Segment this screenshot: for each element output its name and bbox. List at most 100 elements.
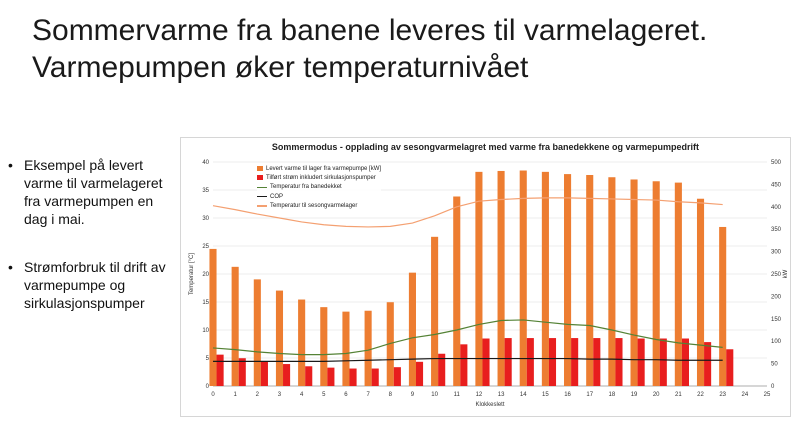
- series-line: [212, 319, 723, 356]
- slide-title-line-1: Sommervarme fra banene leveres til varme…: [32, 14, 708, 47]
- bar: [438, 353, 446, 386]
- bar: [637, 338, 645, 386]
- legend-swatch: [257, 186, 267, 188]
- bar: [275, 290, 284, 386]
- bar: [415, 361, 424, 386]
- bar: [586, 174, 594, 386]
- x-tick-label: 7: [366, 392, 370, 398]
- legend-item: Temperatur fra banedekket: [257, 183, 381, 192]
- bullet-text: Strømforbruk til drift av varmepumpe og …: [24, 259, 166, 311]
- bar: [482, 338, 490, 386]
- y-tick-label: 5: [206, 356, 210, 362]
- legend-swatch: [257, 175, 263, 181]
- bar: [652, 181, 660, 386]
- legend-label: Temperatur til sesongvarmelager: [270, 202, 358, 209]
- bar: [283, 364, 291, 386]
- x-tick-label: 21: [675, 392, 682, 398]
- bullet-item: • Strømforbruk til drift av varmepumpe o…: [8, 258, 178, 312]
- y2-tick-label: 300: [771, 250, 782, 256]
- y2-tick-label: 200: [771, 294, 782, 300]
- x-tick-label: 15: [542, 392, 549, 398]
- x-tick-label: 8: [389, 392, 393, 398]
- y2-tick-label: 350: [771, 227, 782, 233]
- bar: [386, 302, 394, 386]
- bar: [564, 174, 572, 386]
- bar: [608, 177, 616, 386]
- y-tick-label: 15: [202, 300, 209, 306]
- bar: [238, 358, 246, 386]
- bar: [253, 279, 261, 386]
- legend-swatch: [257, 166, 263, 172]
- legend-swatch: [257, 205, 267, 207]
- x-tick-label: 25: [764, 392, 771, 398]
- bar: [298, 299, 306, 386]
- legend-label: Levert varme til lager fra varmepumpe [k…: [266, 165, 382, 172]
- x-axis-label: Klokkeslett: [475, 402, 504, 408]
- x-tick-label: 6: [344, 392, 348, 398]
- y-tick-label: 35: [202, 188, 209, 194]
- chart: 0 5 10 15 20 25 30 35 40 0 50 100 150 200 250 300 350 400…: [180, 137, 791, 417]
- y-tick-label: 25: [202, 244, 209, 250]
- bar: [431, 236, 439, 386]
- slide-title-line-2: Varmepumpen øker temperaturnivået: [32, 51, 529, 84]
- x-tick-label: 11: [454, 392, 461, 398]
- x-tick-label: 9: [411, 392, 415, 398]
- series-line: [213, 357, 723, 362]
- chart-canvas: 0510152025303540050100150200250300350400…: [189, 160, 789, 408]
- y2-tick-label: 500: [771, 160, 782, 166]
- x-tick-label: 20: [653, 392, 660, 398]
- x-tick-label: 5: [322, 392, 326, 398]
- x-tick-label: 19: [631, 392, 638, 398]
- y-tick-label: 20: [202, 272, 209, 278]
- y2-tick-label: 50: [771, 362, 778, 368]
- legend-label: Tilført strøm inkludert sirkulasjonspump…: [266, 174, 376, 181]
- legend-item: Temperatur til sesongvarmelager: [257, 201, 381, 210]
- bar: [519, 170, 527, 386]
- legend-item: Levert varme til lager fra varmepumpe [k…: [257, 164, 381, 173]
- bar: [305, 366, 313, 386]
- x-tick-label: 18: [609, 392, 616, 398]
- bar: [393, 367, 401, 386]
- bar: [320, 307, 328, 386]
- x-tick-label: 1: [233, 392, 237, 398]
- y-tick-label: 10: [202, 328, 209, 334]
- bullet-icon: •: [8, 259, 13, 275]
- bar: [209, 248, 217, 386]
- x-tick-label: 16: [564, 392, 571, 398]
- x-tick-label: 23: [719, 392, 726, 398]
- bar: [681, 338, 689, 386]
- bar: [504, 338, 512, 386]
- bar: [719, 226, 727, 386]
- y2-tick-label: 0: [771, 384, 775, 390]
- bar: [548, 338, 557, 386]
- y-tick-label: 0: [206, 384, 210, 390]
- y-tick-label: 40: [202, 160, 209, 166]
- y2-axis-label: kW: [783, 269, 789, 278]
- bar: [453, 196, 461, 386]
- bar: [615, 338, 623, 386]
- legend-swatch: [257, 195, 267, 198]
- slide-title: Sommervarme fra banene leveres til varme…: [32, 12, 792, 86]
- chart-title: Sommermodus - opplading av sesongvarmela…: [271, 142, 700, 152]
- y2-tick-label: 250: [771, 272, 782, 278]
- bar: [526, 338, 534, 386]
- legend-label: COP: [270, 193, 284, 200]
- bar: [260, 361, 268, 386]
- bar: [726, 349, 734, 386]
- y2-tick-label: 150: [771, 317, 782, 323]
- bar: [231, 266, 239, 386]
- x-tick-label: 2: [256, 392, 260, 398]
- x-tick-label: 17: [586, 392, 593, 398]
- bar: [349, 368, 357, 386]
- bullet-icon: •: [8, 157, 13, 173]
- x-tick-label: 3: [278, 392, 282, 398]
- bar: [630, 179, 638, 386]
- bar: [497, 170, 505, 386]
- bar: [342, 311, 350, 386]
- bar: [371, 368, 379, 386]
- y2-tick-label: 450: [771, 182, 782, 188]
- legend-item: Tilført strøm inkludert sirkulasjonspump…: [257, 173, 381, 182]
- bullet-text: Eksempel på levert varme til varmelagere…: [24, 157, 163, 227]
- y-tick-label: 30: [202, 216, 209, 222]
- bar: [216, 354, 224, 386]
